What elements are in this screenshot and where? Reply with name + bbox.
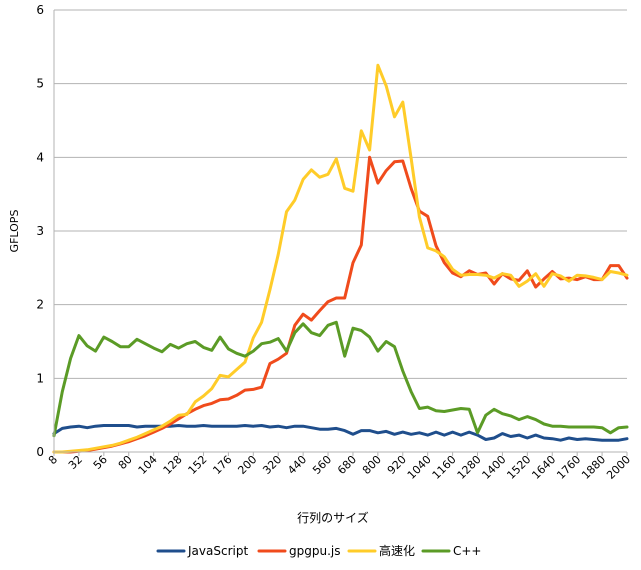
x-tick-label: 440	[285, 453, 309, 477]
y-tick-label: 2	[36, 298, 44, 312]
y-tick-label: 6	[36, 3, 44, 17]
y-tick-label: 5	[36, 77, 44, 91]
y-axis-title: GFLOPS	[8, 210, 21, 253]
x-tick-label: 104	[136, 453, 160, 477]
x-tick-label: 176	[210, 453, 234, 477]
x-tick-label: 1040	[405, 453, 434, 482]
series-line-0	[52, 424, 629, 442]
x-tick-label: 1760	[554, 453, 583, 482]
x-tick-label: 1520	[504, 453, 533, 482]
axes	[53, 10, 627, 453]
x-axis-title: 行列のサイズ	[297, 510, 369, 525]
x-tick-label: 1280	[455, 453, 484, 482]
gridlines	[54, 9, 627, 453]
legend: JavaScript gpgpu.js 高速化 C++	[156, 543, 482, 558]
series-lines	[52, 63, 629, 454]
x-tick-label: 152	[186, 453, 210, 477]
x-tick-label: 1160	[430, 453, 459, 482]
x-tick-label: 680	[335, 453, 359, 477]
series-line-2	[52, 63, 629, 454]
x-tick-label: 1640	[529, 453, 558, 482]
x-tick-label: 560	[310, 453, 334, 477]
x-tick-label: 8	[46, 453, 60, 467]
legend-label: JavaScript	[187, 544, 248, 558]
y-tick-label: 3	[36, 224, 44, 238]
x-tick-labels: 8 32 56 80 104 128 152 176 200 320 440 560 680 800 920…	[46, 452, 633, 482]
y-tick-label: 0	[36, 445, 44, 459]
x-tick-label: 1400	[480, 453, 509, 482]
series-line-3	[52, 320, 629, 438]
x-tick-label: 56	[91, 453, 110, 472]
x-tick-label: 80	[116, 453, 135, 472]
y-tick-label: 4	[36, 150, 44, 164]
legend-label: gpgpu.js	[289, 544, 340, 558]
x-tick-label: 2000	[604, 453, 633, 482]
x-tick-label: 1880	[579, 453, 608, 482]
y-tick-label: 1	[36, 371, 44, 385]
y-tick-labels: 0 1 2 3 4 5 6	[36, 3, 44, 459]
x-tick-label: 200	[235, 453, 259, 477]
x-tick-label: 320	[260, 453, 284, 477]
x-tick-label: 800	[360, 453, 384, 477]
x-tick-label: 128	[161, 453, 185, 477]
legend-label: C++	[453, 544, 482, 558]
x-tick-label: 32	[66, 453, 85, 472]
legend-label: 高速化	[379, 543, 415, 558]
